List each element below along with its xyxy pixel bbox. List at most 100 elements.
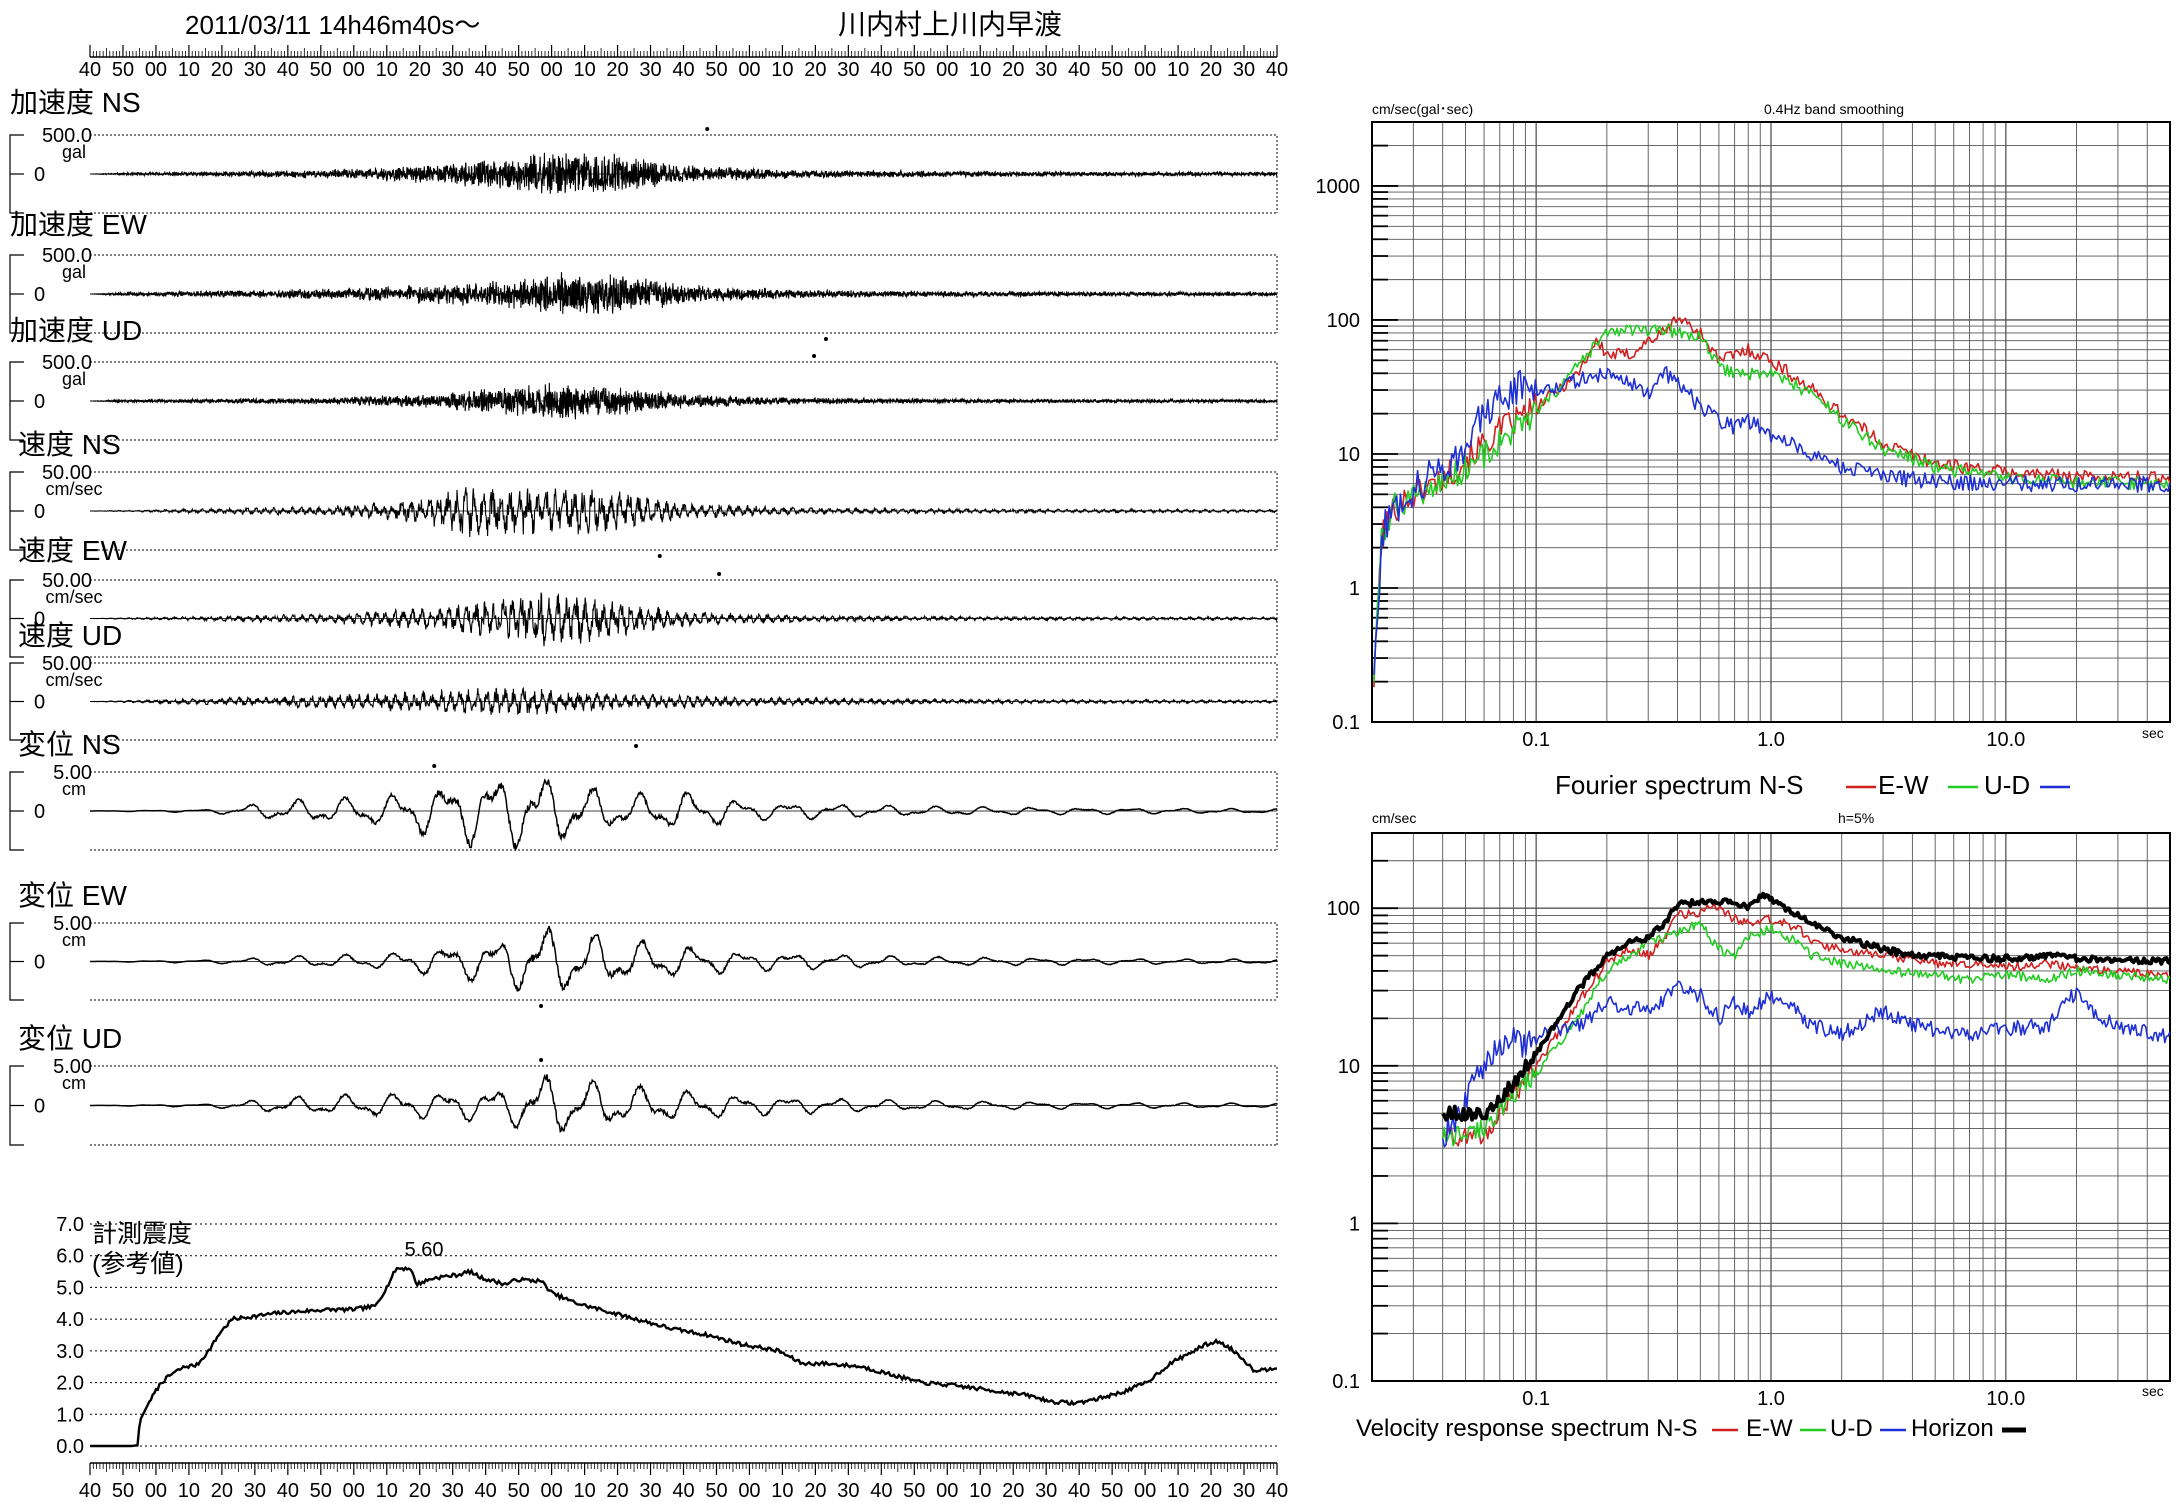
time-tick-label: 10: [573, 1480, 595, 1502]
time-tick-label: 10: [1167, 1480, 1189, 1502]
response-legend-text: Velocity response spectrum N-S: [1356, 1415, 1697, 1442]
y-tick-label: 1: [1349, 1213, 1360, 1235]
time-tick-label-top: 40: [277, 59, 299, 81]
fourier-xlabel: sec: [2142, 725, 2164, 741]
intensity-y-tick: 5.0: [56, 1277, 84, 1299]
time-tick-label-top: 20: [804, 59, 826, 81]
time-tick-label: 10: [969, 1480, 991, 1502]
trace-zero-label: 0: [34, 164, 45, 186]
time-tick-label: 20: [1200, 1480, 1222, 1502]
time-tick-label: 40: [475, 1480, 497, 1502]
time-tick-label-top: 20: [409, 59, 431, 81]
trace-unit-label: cm: [62, 1073, 86, 1093]
trace-waveform: [90, 382, 1278, 420]
trace-scale-label: 5.00: [53, 762, 92, 784]
trace-scale-label: 500.0: [42, 352, 92, 374]
trace-peak-marker: [823, 337, 828, 341]
trace-title: 変位 NS: [18, 729, 121, 760]
series-line-e-w: [1441, 920, 2171, 1147]
time-tick-label-top: 10: [376, 59, 398, 81]
trace-title: 速度 UD: [18, 620, 122, 651]
time-tick-label-top: 50: [310, 59, 332, 81]
time-tick-label-top: 50: [705, 59, 727, 81]
time-tick-label: 20: [409, 1480, 431, 1502]
time-tick-label: 30: [1233, 1480, 1255, 1502]
chart-grid: [1371, 832, 2171, 1382]
time-tick-label: 00: [936, 1480, 958, 1502]
trace-scale-label: 500.0: [42, 125, 92, 147]
intensity-title: 計測震度: [92, 1220, 192, 1248]
time-tick-label: 50: [1101, 1480, 1123, 1502]
time-tick-label: 00: [145, 1480, 167, 1502]
x-tick-label: 0.1: [1522, 729, 1550, 751]
intensity-y-tick: 3.0: [56, 1341, 84, 1363]
time-tick-label-top: 50: [508, 59, 530, 81]
fourier-title: 0.4Hz band smoothing: [1764, 101, 1904, 117]
y-tick-label: 1000: [1316, 176, 1361, 198]
intensity-peak-label: 5.60: [405, 1239, 444, 1261]
intensity-y-tick: 4.0: [56, 1309, 84, 1331]
trace-waveform: [90, 1073, 1278, 1134]
trace-scale-label: 500.0: [42, 245, 92, 267]
y-tick-label: 10: [1338, 1056, 1360, 1078]
time-tick-label: 20: [606, 1480, 628, 1502]
time-tick-label: 00: [1134, 1480, 1156, 1502]
x-tick-label: 1.0: [1757, 1388, 1785, 1410]
trace-waveform: [90, 592, 1278, 647]
intensity-y-tick: 0.0: [56, 1436, 84, 1458]
series-line-e-w: [1373, 323, 2171, 682]
intensity-y-tick: 2.0: [56, 1373, 84, 1395]
time-tick-label-top: 50: [112, 59, 134, 81]
fourier-legend-ud: U-D: [1984, 770, 2030, 800]
trace-title: 速度 EW: [18, 535, 127, 566]
trace-zero-label: 0: [34, 692, 45, 714]
time-tick-label: 20: [1002, 1480, 1024, 1502]
x-tick-label: 10.0: [1986, 1388, 2025, 1410]
trace-zero-label: 0: [34, 952, 45, 974]
time-tick-label-top: 40: [1266, 59, 1288, 81]
time-tick-label-top: 10: [1167, 59, 1189, 81]
time-tick-label-top: 30: [244, 59, 266, 81]
series-line-u-d: [1441, 980, 2171, 1148]
trace-waveform: [90, 272, 1278, 314]
time-tick-label: 00: [540, 1480, 562, 1502]
time-tick-label: 10: [376, 1480, 398, 1502]
time-tick-label-top: 20: [1200, 59, 1222, 81]
y-tick-label: 100: [1327, 898, 1360, 920]
trace-unit-label: cm: [62, 930, 86, 950]
time-tick-label-top: 30: [1035, 59, 1057, 81]
response-xlabel: sec: [2142, 1383, 2164, 1399]
time-tick-label-top: 20: [606, 59, 628, 81]
time-tick-label-top: 50: [1101, 59, 1123, 81]
intensity-subtitle: (参考値): [92, 1250, 184, 1278]
intensity-y-tick: 6.0: [56, 1246, 84, 1268]
time-tick-label-top: 50: [903, 59, 925, 81]
trace-scale-label: 5.00: [53, 1056, 92, 1078]
response-ylabel: cm/sec: [1372, 810, 1416, 826]
time-tick-label-top: 00: [145, 59, 167, 81]
intensity-panel: 計測震度 (参考値) 5.60 7.0 6.0 5.0 4.0 3.0 2.0 1.0 0.0: [56, 1214, 1278, 1458]
x-tick-label: 0.1: [1522, 1388, 1550, 1410]
time-tick-label: 50: [705, 1480, 727, 1502]
time-tick-label-top: 30: [639, 59, 661, 81]
time-tick-label-top: 30: [1233, 59, 1255, 81]
response-legend-ud: U-D: [1830, 1415, 1873, 1442]
trace-title: 変位 UD: [18, 1023, 122, 1054]
series-line-u-d: [1373, 366, 2171, 675]
time-tick-label: 20: [211, 1480, 233, 1502]
time-tick-label-top: 20: [211, 59, 233, 81]
series-line-horizon: [1441, 891, 2172, 1122]
time-tick-label: 40: [277, 1480, 299, 1502]
trace-waveform: [90, 925, 1278, 992]
trace-zero-label: 0: [34, 801, 45, 823]
intensity-y-tick: 1.0: [56, 1404, 84, 1426]
trace-zero-label: 0: [34, 1096, 45, 1118]
time-tick-label-top: 40: [475, 59, 497, 81]
header-datetime: 2011/03/11 14h46m40s〜: [185, 10, 480, 40]
x-tick-label: 10.0: [1986, 729, 2025, 751]
time-tick-label: 50: [903, 1480, 925, 1502]
